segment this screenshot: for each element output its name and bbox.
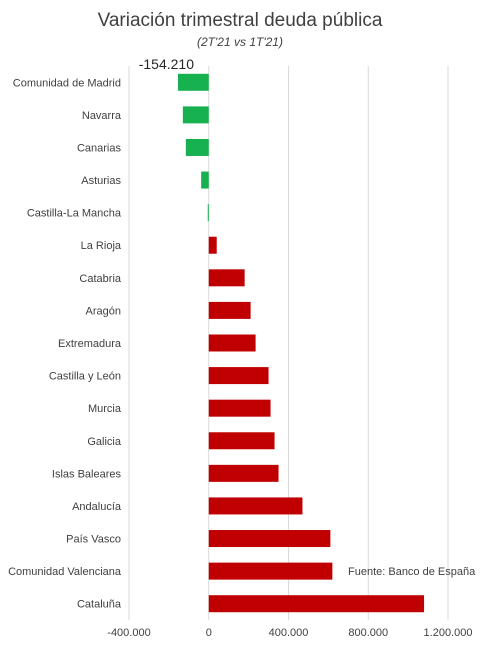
bar	[208, 236, 217, 254]
category-label: Cataluña	[77, 599, 122, 611]
category-label: Navarra	[82, 110, 122, 122]
category-label: Extremadura	[58, 338, 122, 350]
data-label: -154.210	[139, 56, 194, 72]
bar	[185, 138, 209, 156]
bar	[208, 497, 303, 515]
category-label: Murcia	[88, 403, 122, 415]
chart-subtitle: (2T'21 vs 1T'21)	[197, 35, 283, 49]
bar	[208, 269, 245, 287]
bar	[208, 301, 251, 319]
category-label: País Vasco	[66, 534, 121, 546]
bar	[182, 106, 209, 124]
category-label: Andalucía	[72, 501, 122, 513]
chart-title: Variación trimestral deuda pública	[97, 10, 383, 31]
category-label: Catabria	[79, 273, 121, 285]
bar	[201, 171, 209, 189]
category-label: Comunidad de Madrid	[13, 77, 121, 89]
bar	[208, 530, 331, 548]
category-label: Canarias	[77, 142, 122, 154]
x-tick-label: 400.000	[269, 627, 309, 639]
bar	[208, 464, 279, 482]
x-tick-label: 0	[206, 627, 212, 639]
category-label: Aragón	[86, 305, 121, 317]
bar	[208, 595, 425, 613]
category-label: Castilla-La Mancha	[27, 208, 122, 220]
bar	[178, 73, 209, 91]
category-label: La Rioja	[81, 240, 122, 252]
bar	[208, 562, 333, 580]
category-label: Galicia	[87, 436, 122, 448]
bar	[208, 334, 256, 352]
bar	[208, 399, 271, 417]
bar	[208, 432, 275, 450]
bar	[207, 204, 209, 222]
x-tick-label: -400.000	[107, 627, 150, 639]
x-tick-label: 800.000	[348, 627, 388, 639]
category-label: Comunidad Valenciana	[8, 566, 122, 578]
bar	[208, 367, 269, 385]
category-label: Islas Baleares	[52, 468, 122, 480]
source-note: Fuente: Banco de España	[348, 566, 476, 578]
category-label: Asturias	[81, 175, 121, 187]
x-tick-label: 1.200.000	[424, 627, 473, 639]
category-label: Castilla y León	[49, 371, 121, 383]
